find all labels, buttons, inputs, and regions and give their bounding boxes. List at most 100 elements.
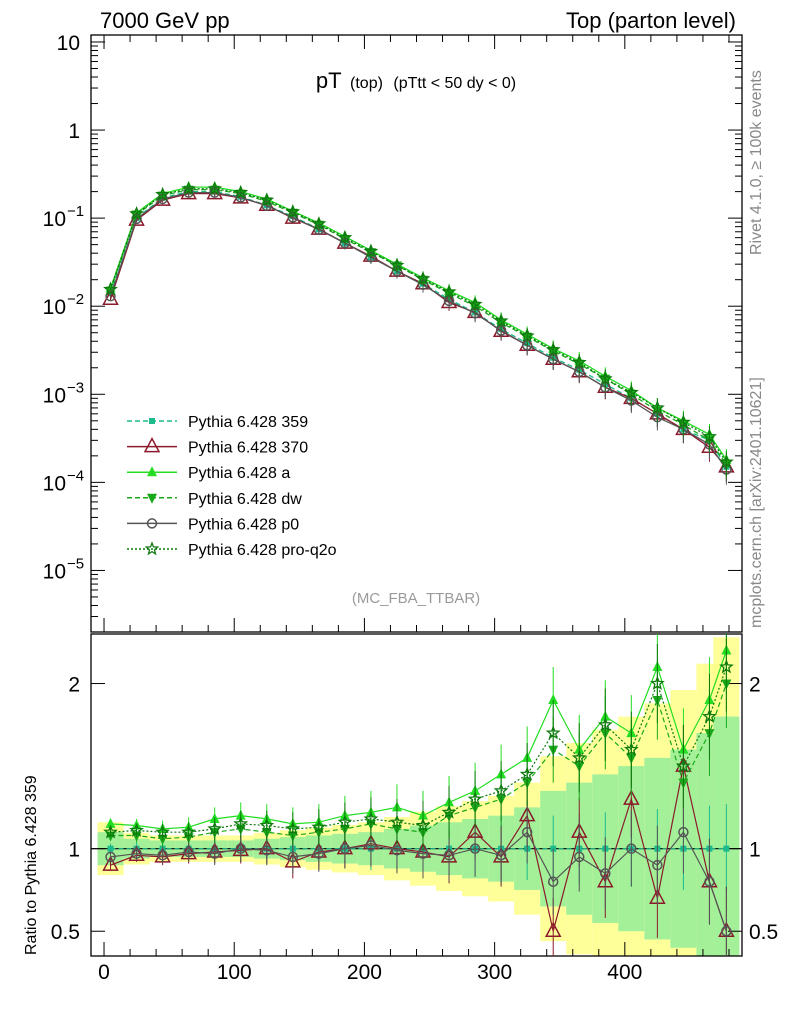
main-x-ticks — [103, 35, 730, 632]
point-pythia-6-428-pro-q2o — [155, 186, 170, 201]
ratio-x-tick-label: 100 — [217, 961, 252, 984]
ratio-point-pythia-6-428-370 — [544, 921, 562, 937]
ratio-point-pythia-6-428-p0 — [391, 845, 403, 856]
ratio-point-pythia-6-428-p0 — [157, 850, 168, 861]
point-pythia-6-428-pro-q2o — [259, 192, 275, 207]
header-left: 7000 GeV pp — [100, 8, 230, 33]
legend-marker-pythia-6-428-370 — [143, 437, 161, 453]
ratio-point-pythia-6-428-pro-q2o — [597, 716, 613, 732]
ratio-band — [97, 637, 740, 956]
ratio-x-tick-label: 400 — [607, 961, 642, 984]
plot-title-cut: (pTtt < 50 dy < 0) — [393, 75, 516, 92]
ratio-point-pythia-6-428-p0 — [704, 876, 715, 887]
ratio-y-tick-label: 0.5 — [51, 921, 80, 944]
ratio-point-pythia-6-428-pro-q2o — [519, 766, 535, 781]
ratio-point-pythia-6-428-370 — [102, 855, 119, 871]
ratio-point-pythia-6-428-359 — [723, 845, 730, 852]
point-pythia-6-428-pro-q2o — [467, 296, 483, 311]
main-y-tick-exponent: −3 — [67, 379, 84, 396]
ratio-point-pythia-6-428-p0 — [600, 868, 611, 879]
main-y-tick-label: 10 — [43, 472, 66, 495]
point-pythia-6-428-pro-q2o — [676, 414, 691, 429]
ratio-x-tick-label: 200 — [347, 961, 382, 984]
point-pythia-6-428-pro-q2o — [181, 181, 197, 196]
ratio-x-tick-label: 0 — [98, 961, 110, 984]
ratio-y-tick-label-right: 1 — [749, 839, 761, 862]
ratio-point-pythia-6-428-p0 — [209, 848, 220, 859]
ratio-point-pythia-6-428-pro-q2o — [650, 675, 665, 690]
main-y-tick-exponent: −2 — [67, 291, 84, 308]
ratio-point-pythia-6-428-pro-q2o — [545, 725, 561, 740]
ratio-point-pythia-6-428-p0 — [652, 859, 663, 871]
plot-title-sub: (top) — [350, 75, 383, 92]
ratio-point-pythia-6-428-pro-q2o — [129, 822, 145, 837]
point-pythia-6-428-pro-q2o — [623, 384, 639, 399]
ratio-point-pythia-6-428-pro-q2o — [259, 817, 275, 832]
ratio-point-pythia-6-428-p0 — [365, 840, 377, 851]
point-pythia-6-428-pro-q2o — [571, 354, 587, 369]
legend-label-pythia-6-428-p0: Pythia 6.428 p0 — [188, 516, 299, 533]
main-y-tick-exponent: −5 — [67, 555, 84, 572]
point-pythia-6-428-pro-q2o — [415, 270, 431, 286]
ratio-point-pythia-6-428-pro-q2o — [676, 758, 691, 773]
ratio-point-pythia-6-428-pro-q2o — [155, 824, 170, 839]
ratio-point-pythia-6-428-pro-q2o — [415, 817, 431, 832]
point-pythia-6-428-pro-q2o — [441, 284, 457, 299]
ratio-x-tick-label: 300 — [477, 961, 512, 984]
ratio-point-pythia-6-428-pro-q2o — [363, 811, 379, 826]
mcplots-label: mcplots.cern.ch [arXiv:2401.10621] — [748, 377, 765, 628]
main-y-tick-exponent: −1 — [67, 203, 84, 220]
ratio-point-pythia-6-428-pro-q2o — [311, 819, 327, 834]
ratio-point-pythia-6-428-pro-q2o — [441, 804, 457, 819]
point-pythia-6-428-pro-q2o — [389, 257, 405, 272]
point-pythia-6-428-pro-q2o — [597, 370, 613, 386]
main-y-tick-label: 10 — [43, 296, 66, 319]
ratio-point-pythia-6-428-p0 — [287, 851, 299, 863]
point-pythia-6-428-pro-q2o — [701, 428, 717, 443]
ratio-series — [102, 634, 735, 956]
ratio-point-pythia-6-428-p0 — [261, 845, 273, 856]
legend-label-pythia-6-428-dw: Pythia 6.428 dw — [188, 491, 302, 508]
ratio-y-tick-label-right: 2 — [749, 674, 761, 697]
ratio-point-pythia-6-428-pro-q2o — [719, 659, 734, 674]
ratio-y-tick-label-right: 0.5 — [749, 921, 778, 944]
ratio-y-tick-label: 2 — [68, 674, 80, 697]
ratio-point-pythia-6-428-pro-q2o — [285, 821, 301, 836]
legend-marker-pythia-6-428-a — [147, 466, 157, 477]
ratio-point-pythia-6-428-359 — [107, 845, 114, 852]
main-y-tick-label: 1 — [68, 120, 80, 143]
main-panel: pT (top) (pTtt < 50 dy < 0) (MC_FBA_TTBA… — [43, 32, 743, 633]
legend-marker-pythia-6-428-359 — [149, 418, 155, 424]
legend: Pythia 6.428 359 Pythia 6.428 370 Pythia 6… — [127, 414, 337, 559]
plot-title: pT (top) (pTtt < 50 dy < 0) — [316, 68, 516, 93]
point-pythia-6-428-pro-q2o — [285, 203, 301, 219]
ratio-point-pythia-6-428-p0 — [574, 851, 585, 863]
point-pythia-6-428-pro-q2o — [233, 184, 249, 199]
ratio-point-pythia-6-428-p0 — [626, 843, 637, 854]
ratio-point-pythia-6-428-pro-q2o — [389, 814, 405, 829]
point-pythia-6-428-pro-q2o — [519, 328, 535, 343]
ratio-point-pythia-6-428-p0 — [183, 846, 194, 858]
ratio-point-pythia-6-428-p0 — [313, 848, 325, 859]
ratio-point-pythia-6-428-pro-q2o — [181, 824, 197, 839]
ratio-point-pythia-6-428-pro-q2o — [467, 791, 483, 806]
ratio-point-pythia-6-428-p0 — [131, 848, 142, 859]
legend-marker-pythia-6-428-p0 — [146, 518, 158, 529]
ratio-point-pythia-6-428-p0 — [721, 925, 732, 937]
point-pythia-6-428-pro-q2o — [337, 229, 353, 244]
legend-marker-pythia-6-428-dw — [147, 493, 157, 504]
point-pythia-6-428-pro-q2o — [129, 206, 145, 221]
point-pythia-6-428-pro-q2o — [650, 400, 665, 415]
ratio-point-pythia-6-428-370 — [623, 789, 640, 805]
ratio-y-tick-label: 1 — [68, 839, 80, 862]
header-right: Top (parton level) — [566, 8, 736, 33]
main-y-tick-label: 10 — [43, 384, 66, 407]
analysis-label: (MC_FBA_TTBAR) — [352, 590, 480, 607]
point-pythia-6-428-pro-q2o — [545, 341, 561, 357]
ratio-point-pythia-6-428-pro-q2o — [493, 783, 509, 798]
point-pythia-6-428-pro-q2o — [493, 313, 509, 328]
legend-label-pythia-6-428-370: Pythia 6.428 370 — [188, 440, 308, 457]
ratio-point-pythia-6-428-pro-q2o — [233, 816, 249, 831]
legend-label-pythia-6-428-359: Pythia 6.428 359 — [188, 414, 308, 431]
